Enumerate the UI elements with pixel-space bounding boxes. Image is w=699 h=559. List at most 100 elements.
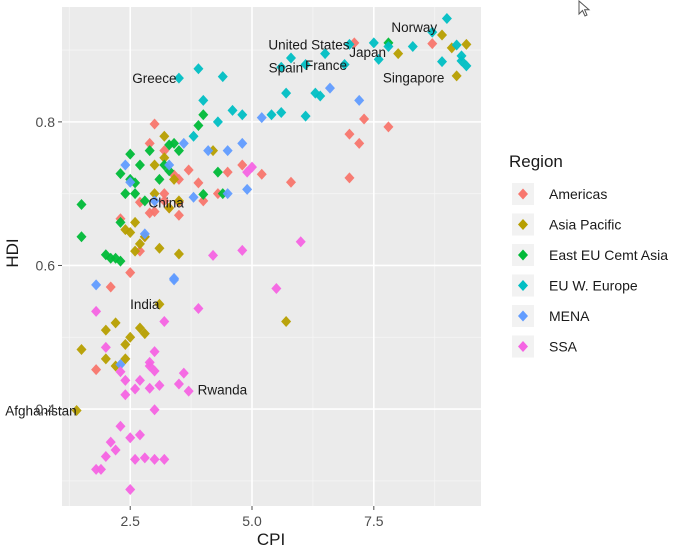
data-point (427, 26, 438, 38)
data-point (198, 195, 209, 207)
data-point (159, 315, 170, 327)
data-point (139, 228, 150, 240)
legend-label: Americas (549, 186, 607, 202)
data-point (222, 166, 233, 178)
y-axis-title: HDI (3, 238, 22, 267)
data-point (285, 176, 296, 188)
legend-key (518, 188, 528, 200)
data-point (95, 463, 106, 475)
data-point (149, 159, 160, 171)
data-point (383, 121, 394, 133)
data-point (144, 145, 155, 157)
data-point (144, 360, 155, 372)
data-point (134, 429, 145, 441)
data-point (285, 52, 296, 64)
data-point (198, 109, 209, 121)
data-point (237, 159, 248, 171)
data-point (178, 137, 189, 149)
data-point (183, 164, 194, 176)
data-point (134, 322, 145, 334)
data-point (173, 195, 184, 207)
data-point (76, 198, 87, 210)
data-point (110, 317, 121, 329)
data-point (134, 159, 145, 171)
data-point (71, 405, 82, 417)
data-point (295, 236, 306, 248)
data-point (120, 159, 131, 171)
data-point (149, 118, 160, 130)
legend-label: EU W. Europe (549, 278, 638, 294)
data-point (139, 452, 150, 464)
data-point (159, 453, 170, 465)
data-point (130, 216, 141, 228)
data-point (149, 188, 160, 200)
data-point (173, 378, 184, 390)
data-point (212, 166, 223, 178)
plot-panel (62, 7, 481, 506)
data-point (437, 29, 448, 41)
data-point (212, 116, 223, 128)
legend: Americas Asia Pacific East EU Cemt Asia EU … (512, 183, 668, 358)
data-point (100, 450, 111, 462)
data-point (281, 87, 292, 99)
data-point (115, 168, 126, 180)
data-point (159, 130, 170, 142)
data-point (130, 383, 141, 395)
data-point (100, 249, 111, 261)
data-point (125, 483, 136, 495)
data-point (130, 188, 141, 200)
data-point (120, 338, 131, 350)
data-point (227, 104, 238, 116)
legend-title: Region (509, 152, 563, 171)
data-point (183, 385, 194, 397)
data-point (324, 82, 335, 94)
data-point (125, 331, 136, 343)
data-point (130, 453, 141, 465)
data-point (159, 145, 170, 157)
data-point (91, 364, 102, 376)
data-point (125, 267, 136, 279)
data-point (164, 159, 175, 171)
point-label: Rwanda (198, 383, 248, 398)
data-point (222, 145, 233, 157)
data-point (461, 38, 472, 50)
data-point (256, 112, 267, 124)
data-point (344, 172, 355, 184)
data-point (120, 188, 131, 200)
data-point (159, 195, 170, 207)
legend-key (518, 280, 528, 291)
data-point (193, 119, 204, 131)
x-axis-title: CPI (257, 530, 285, 549)
legend-key (518, 249, 528, 261)
data-point (198, 94, 209, 106)
data-point (154, 173, 165, 185)
legend-label: Asia Pacific (549, 217, 621, 233)
data-point (217, 71, 228, 83)
point-label: Singapore (383, 70, 445, 85)
data-point (149, 453, 160, 465)
data-point (120, 389, 131, 401)
data-point (441, 12, 452, 24)
data-point (144, 382, 155, 394)
data-point (91, 305, 102, 317)
data-point (91, 279, 102, 291)
data-point (120, 353, 131, 365)
data-point (173, 72, 184, 84)
data-point (115, 216, 126, 228)
data-point (110, 444, 121, 456)
data-point (120, 224, 131, 236)
data-point (164, 139, 175, 151)
data-point (159, 188, 170, 200)
data-point (164, 202, 175, 214)
point-label: China (149, 195, 185, 210)
data-point (125, 148, 136, 160)
data-point (208, 249, 219, 261)
data-point (393, 48, 404, 60)
data-point (173, 248, 184, 260)
x-axis-ticks: 2.5 5.0 7.5 (120, 506, 384, 529)
data-point (354, 94, 365, 106)
data-point (159, 152, 170, 164)
data-point (203, 145, 214, 157)
data-point (76, 343, 87, 355)
point-label: Norway (391, 20, 437, 35)
